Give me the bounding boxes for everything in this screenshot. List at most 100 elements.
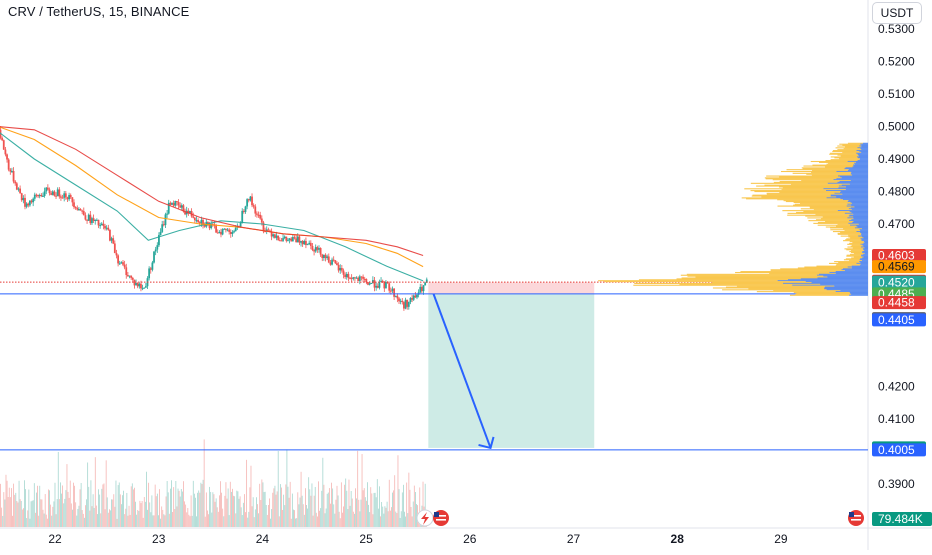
volume-profile-bar	[836, 178, 868, 180]
candle	[148, 268, 151, 279]
candle	[100, 223, 103, 226]
candle	[71, 197, 74, 203]
volume-profile-bar	[843, 228, 862, 230]
candle	[37, 194, 39, 197]
candle	[27, 203, 30, 206]
moving-average-2	[0, 126, 424, 268]
stop-loss-zone[interactable]	[428, 282, 595, 294]
volume-bar	[171, 480, 172, 527]
time-tick-label: 26	[463, 532, 477, 546]
volume-profile-bar	[862, 142, 868, 144]
volume-bar	[346, 490, 348, 527]
volume-profile-bar	[862, 251, 868, 253]
volume-bar	[419, 487, 421, 527]
volume-profile-bar	[837, 233, 861, 235]
volume-bar	[388, 479, 390, 527]
volume-profile-bar	[793, 201, 851, 203]
volume-bar	[347, 509, 349, 527]
volume-profile-bar	[818, 161, 856, 163]
volume-bar	[140, 503, 142, 527]
candle	[365, 279, 368, 283]
volume-profile-bar	[847, 246, 861, 248]
volume-bar	[4, 499, 6, 527]
candle	[151, 262, 154, 270]
volume-profile-bar	[838, 261, 861, 264]
candle	[20, 193, 23, 201]
candle	[189, 211, 191, 214]
volume-bar	[99, 494, 101, 527]
volume-bar	[240, 507, 242, 527]
volume-bar	[224, 495, 226, 527]
currency-button[interactable]: USDT	[872, 2, 922, 24]
candle	[381, 280, 384, 282]
candle	[321, 254, 324, 258]
volume-profile-bar	[787, 212, 845, 214]
volume-profile-bar	[856, 262, 868, 264]
candle	[192, 216, 195, 218]
volume-profile-bar	[761, 196, 837, 198]
volume-profile-bar	[832, 150, 857, 152]
candle	[287, 239, 289, 241]
candle	[412, 295, 415, 300]
volume-profile-bar	[846, 249, 864, 251]
trend-arrow[interactable]	[432, 293, 492, 449]
volume-bar	[130, 486, 132, 527]
volume-bar	[170, 488, 171, 527]
volume-profile-bar	[766, 192, 835, 194]
volume-profile-bar	[861, 151, 868, 153]
volume-bar	[325, 508, 327, 527]
candle	[56, 189, 59, 197]
volume-profile-bar	[843, 259, 860, 261]
candle	[115, 253, 118, 256]
volume-bar	[301, 495, 303, 527]
volume-profile-bar	[852, 174, 868, 176]
candle	[278, 240, 281, 242]
volume-bar	[19, 499, 21, 527]
volume-profile-bar	[785, 200, 848, 203]
volume-profile-bar	[826, 289, 868, 291]
volume-bar	[80, 482, 82, 527]
volume-profile-bar	[863, 245, 868, 247]
volume-bar	[277, 450, 279, 527]
volume-profile-bar	[857, 160, 868, 162]
candle	[249, 196, 252, 201]
candle	[360, 276, 363, 278]
volume-bar	[336, 485, 338, 527]
volume-profile-bar	[859, 259, 868, 261]
volume-profile-bar	[846, 238, 861, 240]
volume-profile-bar	[748, 288, 825, 290]
candle	[122, 262, 124, 265]
volume-bar	[389, 510, 391, 527]
volume-profile-bar	[844, 248, 863, 250]
volume-bar	[272, 492, 274, 527]
volume-profile-bar	[796, 211, 852, 214]
volume-profile-bar	[829, 271, 868, 274]
volume-bar	[313, 495, 315, 527]
volume-bar	[21, 509, 23, 527]
candle	[175, 201, 178, 203]
volume-bar	[110, 510, 111, 527]
volume-bar	[363, 488, 365, 527]
candle	[141, 288, 144, 290]
take-profit-zone[interactable]	[428, 293, 595, 448]
volume-bar	[101, 488, 103, 527]
candle	[128, 275, 131, 277]
volume-profile-bar	[803, 165, 854, 167]
volume-bar	[131, 483, 133, 527]
volume-bar	[53, 501, 55, 527]
volume-bar	[92, 494, 94, 527]
volume-bar	[176, 506, 178, 527]
volume-bar	[343, 506, 344, 527]
volume-bar	[245, 512, 246, 527]
volume-bar	[355, 488, 356, 527]
volume-profile-bar	[812, 164, 854, 166]
candle	[283, 236, 286, 239]
volume-bar	[205, 492, 207, 527]
volume-bar	[174, 509, 176, 527]
volume-bar	[107, 512, 109, 527]
candle	[355, 277, 358, 279]
volume-bar	[179, 496, 181, 527]
candle	[61, 197, 64, 199]
